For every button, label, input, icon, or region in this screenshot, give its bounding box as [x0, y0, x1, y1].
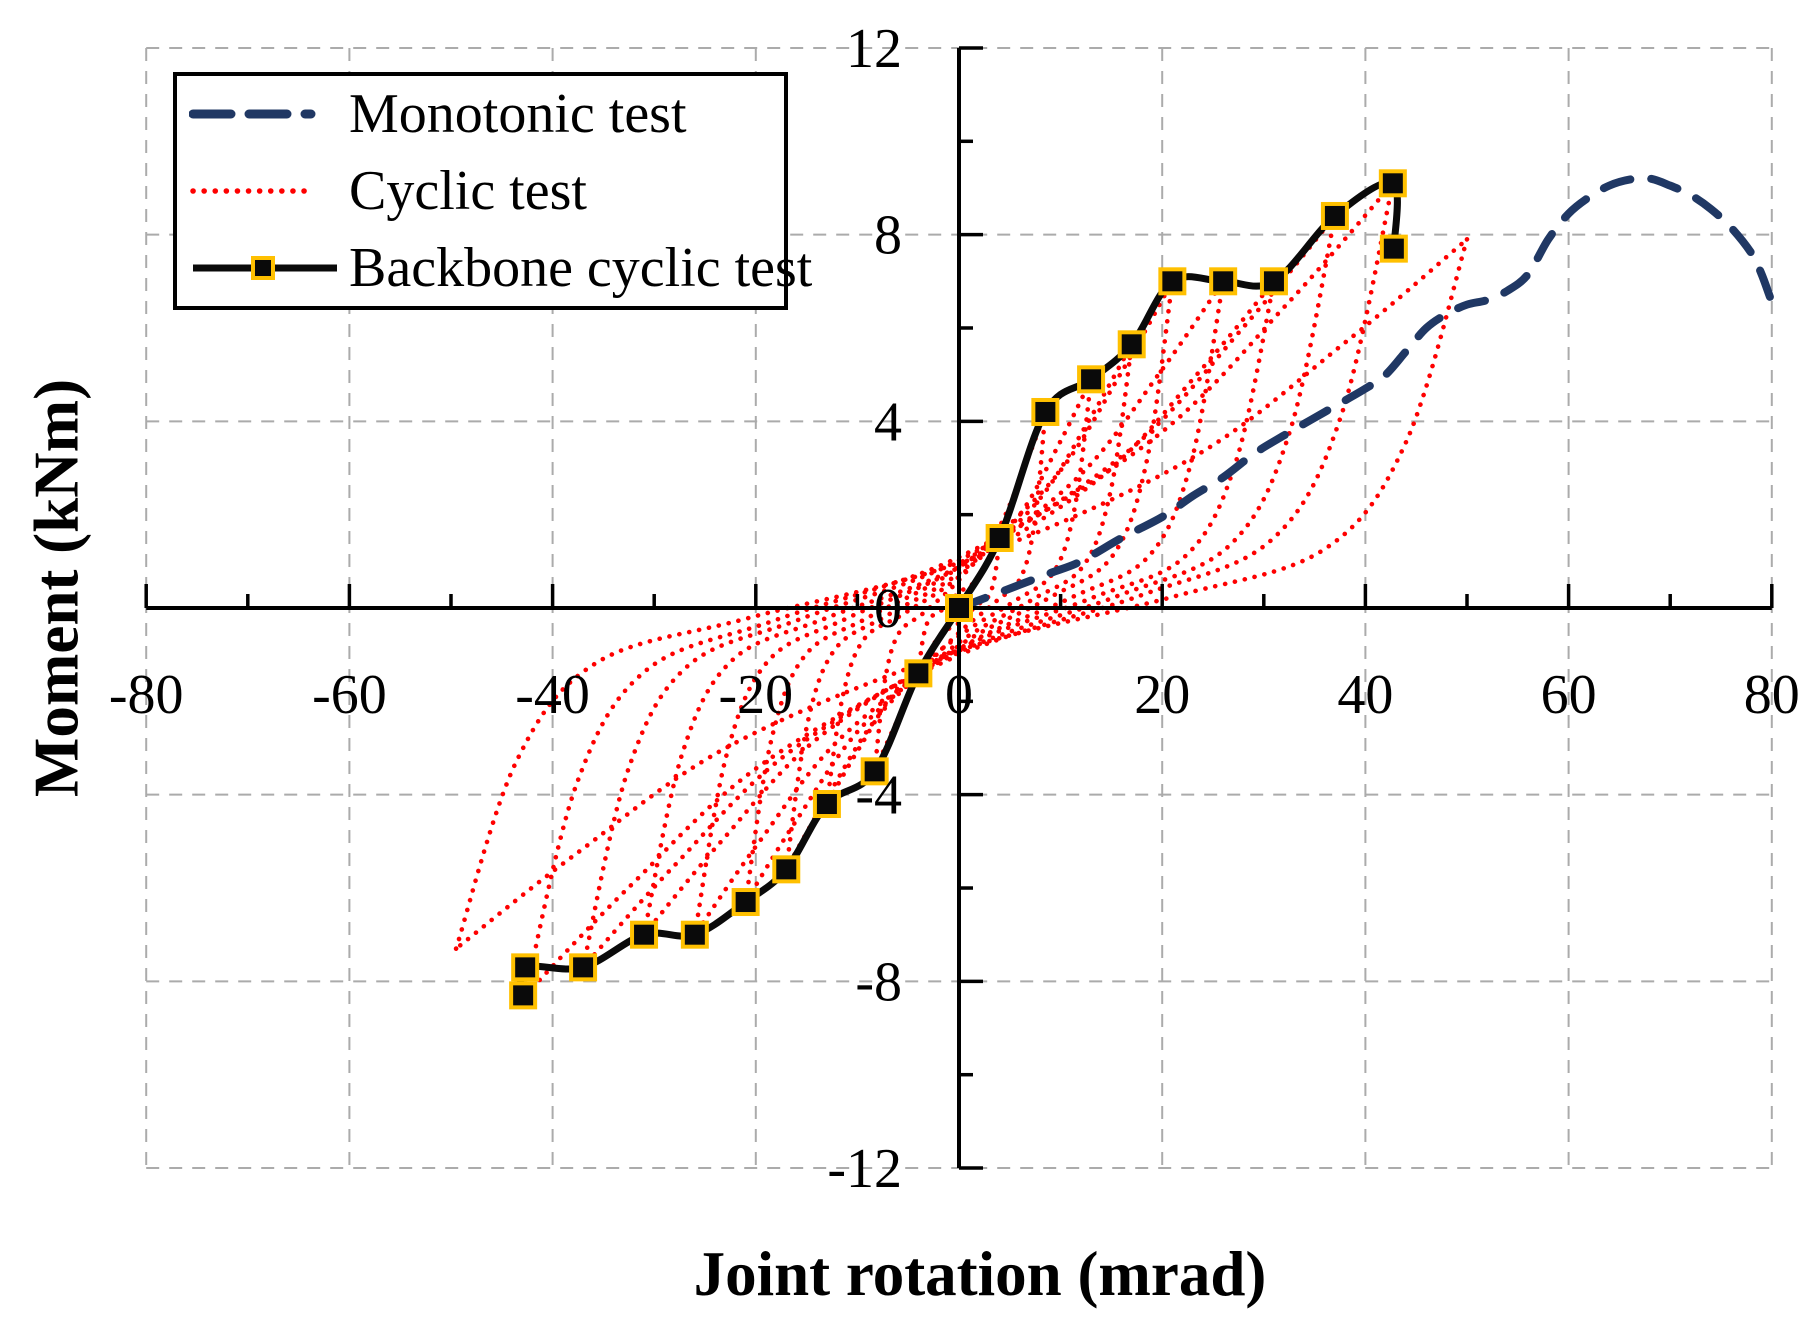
- x-tick-label: 0: [945, 664, 973, 726]
- backbone-marker: [630, 920, 659, 949]
- backbone-marker: [904, 659, 933, 688]
- x-tick-label: 80: [1744, 664, 1800, 726]
- x-tick-label: -60: [312, 664, 387, 726]
- y-tick-label: 0: [874, 578, 902, 640]
- backbone-marker: [569, 953, 598, 982]
- x-tick-label: 60: [1541, 664, 1597, 726]
- legend-label-monotonic: Monotonic test: [349, 83, 687, 146]
- backbone-marker: [945, 594, 973, 622]
- x-axis-title: Joint rotation (mrad): [693, 1239, 1267, 1309]
- backbone-marker: [680, 920, 709, 949]
- backbone-marker: [1209, 267, 1238, 296]
- backbone-marker: [1031, 397, 1060, 426]
- y-tick-label: -4: [855, 765, 902, 827]
- legend-entry-cyclic: Cyclic test: [177, 153, 784, 230]
- legend-label-cyclic: Cyclic test: [349, 160, 587, 222]
- monotonic-dashed-line-sample-icon: [189, 109, 339, 119]
- x-tick-label: 40: [1337, 664, 1393, 726]
- y-axis-title: Moment (kNm): [21, 378, 92, 798]
- y-tick-label: 4: [874, 391, 902, 453]
- series-backbone: [509, 169, 1408, 1010]
- legend: Monotonic test Cyclic test Backbone cycl…: [173, 72, 812, 310]
- backbone-marker: [1320, 201, 1349, 230]
- y-tick-label: -8: [855, 951, 902, 1013]
- backbone-marker: [509, 981, 538, 1010]
- x-tick-label: 20: [1134, 664, 1190, 726]
- backbone-marker-line-sample-icon: [193, 255, 337, 280]
- x-tick-label: -40: [515, 664, 590, 726]
- legend-label-backbone: Backbone cyclic test: [349, 236, 813, 299]
- backbone-marker: [860, 757, 889, 786]
- backbone-marker: [1259, 267, 1288, 296]
- backbone-marker: [985, 523, 1014, 552]
- backbone-marker: [772, 855, 801, 884]
- backbone-marker: [731, 888, 760, 917]
- backbone-marker: [812, 790, 841, 819]
- series-cyclic: [453, 181, 1470, 998]
- y-tick-label: 8: [874, 205, 902, 267]
- y-tick-label: 12: [846, 18, 902, 80]
- backbone-marker: [511, 953, 540, 982]
- backbone-marker: [1117, 330, 1146, 359]
- x-tick-label: -80: [109, 664, 184, 726]
- legend-entry-monotonic: Monotonic test: [177, 76, 784, 153]
- backbone-marker: [1077, 365, 1106, 394]
- backbone-marker: [1379, 234, 1408, 263]
- series-monotonic: [955, 174, 1776, 612]
- legend-entry-backbone: Backbone cyclic test: [177, 229, 812, 306]
- y-tick-label: -12: [827, 1138, 902, 1200]
- backbone-marker: [1378, 169, 1407, 198]
- backbone-marker: [1158, 267, 1187, 296]
- cyclic-dotted-line-sample-icon: [190, 188, 312, 194]
- x-tick-label: -20: [718, 664, 793, 726]
